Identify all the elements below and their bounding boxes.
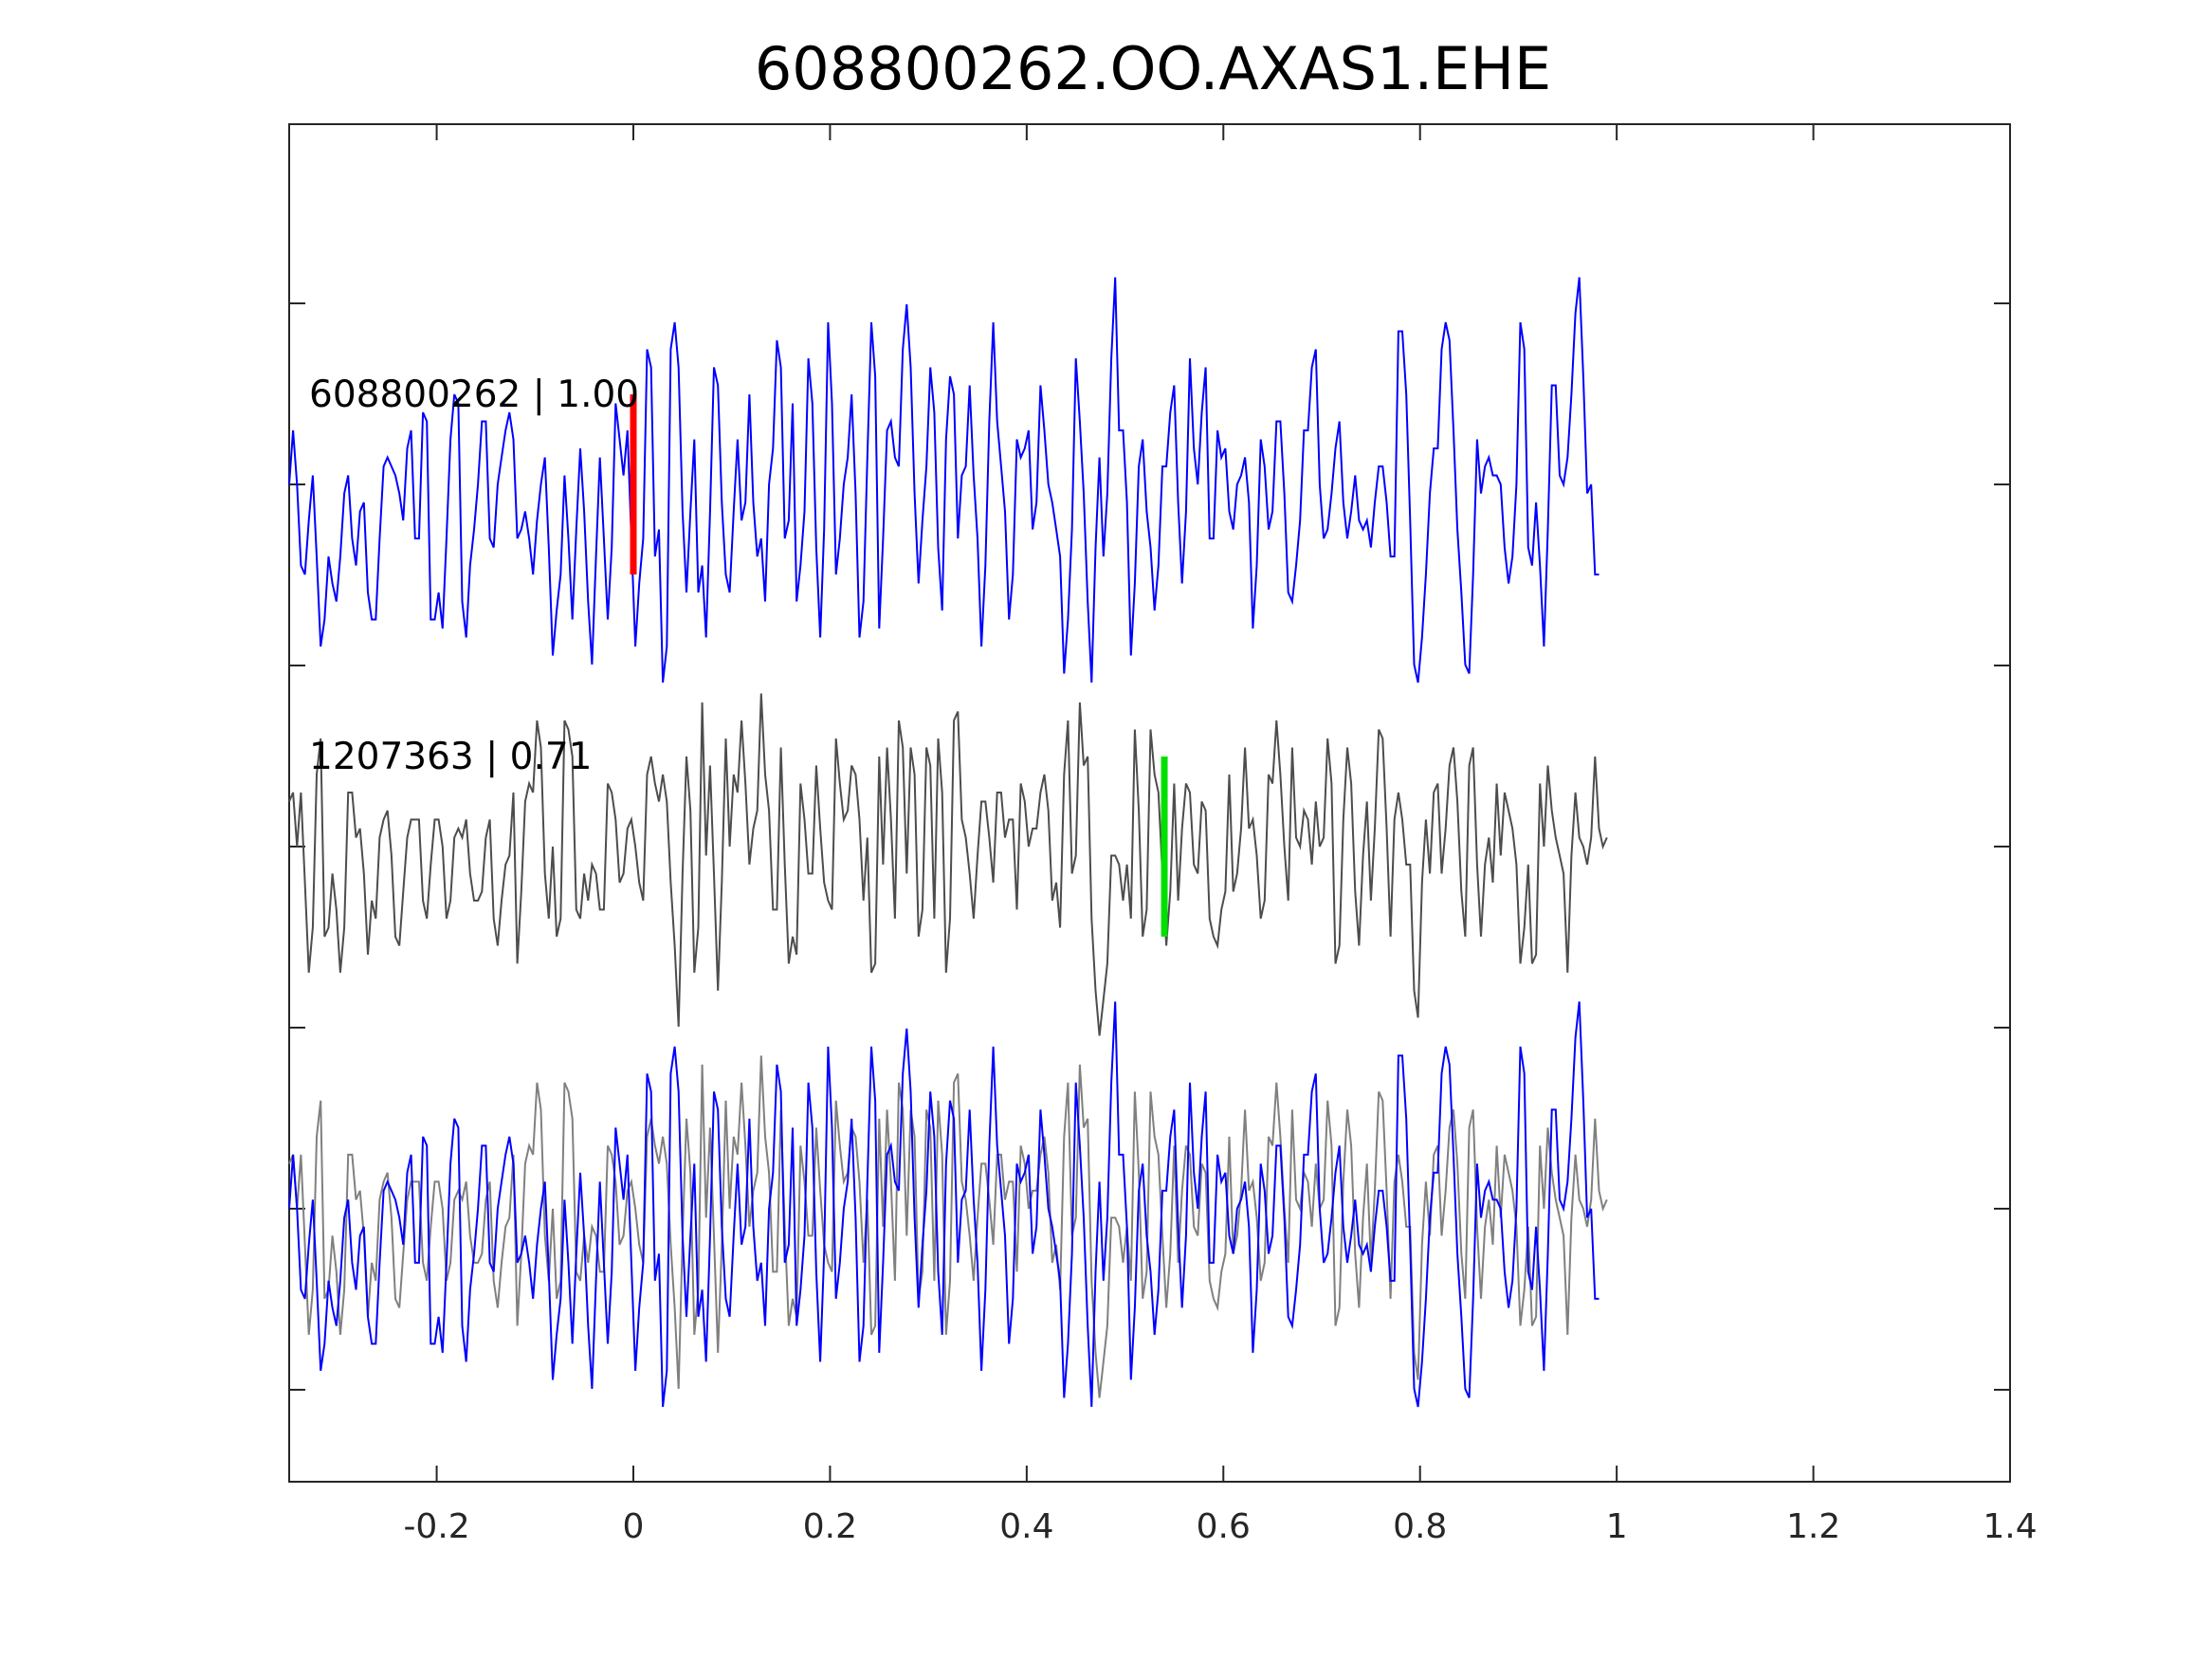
pick-markers: [630, 394, 1168, 937]
x-tick-label: 1.4: [1983, 1507, 2037, 1546]
overlay-trace-gray: [288, 1055, 1608, 1398]
trace-label-panel-1: 608800262 | 1.00: [309, 374, 639, 416]
trace-label-panel-2: 1207363 | 0.71: [309, 736, 592, 778]
x-tick-label: 0.2: [803, 1507, 857, 1546]
x-tick-label: 0: [623, 1507, 645, 1546]
trace-line-panel-1: [288, 277, 1600, 684]
overlay-trace-blue: [288, 1001, 1600, 1408]
x-tick-label: 0.8: [1393, 1507, 1447, 1546]
plot-area-frame: [288, 123, 2011, 1483]
x-tick-label: 0.6: [1197, 1507, 1251, 1546]
x-tick-label: -0.2: [403, 1507, 469, 1546]
x-tick-labels: -0.2 0 0.2 0.4 0.6 0.8 1 1.2 1.4: [403, 1507, 2037, 1546]
waveform-traces: [288, 277, 1608, 1408]
trace-line-panel-2: [288, 693, 1608, 1036]
x-tick-label: 1: [1606, 1507, 1628, 1546]
trace-labels: 608800262 | 1.00 1207363 | 0.71: [309, 374, 639, 778]
tick-marks: [289, 124, 2011, 1482]
chart-title: 608800262.OO.AXAS1.EHE: [755, 34, 1551, 103]
x-tick-label: 0.4: [999, 1507, 1053, 1546]
x-tick-label: 1.2: [1786, 1507, 1840, 1546]
